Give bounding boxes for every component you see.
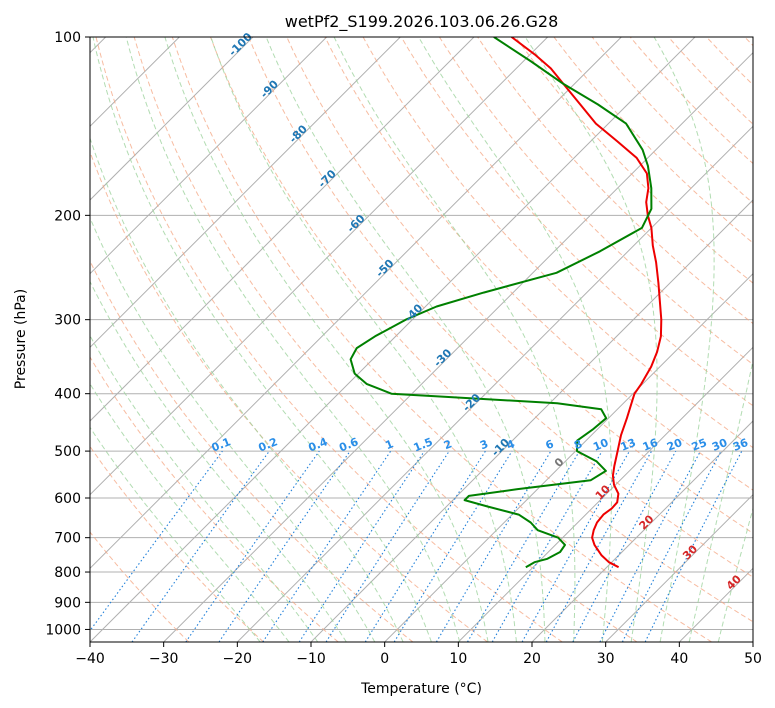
y-tick-label: 400 — [54, 387, 81, 403]
y-tick-label: 300 — [54, 313, 81, 329]
dry-adiabat-line — [90, 356, 339, 642]
isotherm-line — [531, 420, 753, 642]
isotherm-line — [90, 37, 622, 570]
x-tick-label: −30 — [149, 651, 179, 667]
mixing-ratio-line — [325, 450, 450, 642]
dry-adiabat-line — [90, 445, 264, 642]
isotherm-line — [90, 37, 475, 422]
isotherm-line — [163, 51, 753, 642]
y-axis-label: Pressure (hPa) — [13, 289, 29, 389]
moist-adiabat-line — [90, 136, 404, 642]
mixing-ratio-line — [545, 450, 653, 642]
dry-adiabat-line — [515, 37, 753, 284]
dry-adiabat-line — [438, 37, 753, 366]
dry-adiabat-line — [90, 259, 414, 642]
isotherm-line — [90, 37, 549, 496]
mixing-ratio-line — [644, 450, 743, 642]
moist-adiabat-line — [717, 506, 753, 642]
moist-adiabat-line — [92, 37, 432, 642]
x-tick-label: 0 — [380, 651, 389, 667]
mixing-ratio-label: 2 — [442, 437, 454, 452]
profile-lines — [349, 37, 663, 569]
y-tick-label: 900 — [54, 595, 81, 611]
x-tick-label: 40 — [670, 651, 688, 667]
mixing-ratio-line — [298, 450, 425, 642]
x-tick-label: −10 — [296, 651, 326, 667]
plot-frame — [89, 36, 754, 643]
dry-adiabat-line — [90, 150, 488, 642]
moist-adiabat-line — [688, 358, 753, 642]
x-tick-label: −20 — [223, 651, 253, 667]
moist-adiabat-line — [210, 37, 517, 642]
dry-adiabat-line — [90, 531, 190, 642]
mixing-ratio-line — [185, 450, 320, 642]
isotherm-line — [90, 37, 401, 349]
dry-adiabat-line — [210, 37, 753, 623]
background-lines — [90, 37, 753, 642]
mixing-ratio-label: 1 — [383, 437, 395, 452]
y-tick-label: 200 — [54, 208, 81, 224]
isotherm-line — [605, 493, 753, 642]
isotherm-line — [457, 346, 753, 642]
y-tick-label: 800 — [54, 565, 81, 581]
mixing-ratio-line — [262, 450, 392, 642]
moist-adiabat-line — [90, 426, 261, 642]
y-tick-label: 600 — [54, 491, 81, 507]
mixing-ratio-line — [131, 450, 270, 642]
isotherm-line — [752, 641, 753, 642]
moist-adiabat-line — [333, 37, 576, 642]
x-tick-label: 10 — [449, 651, 467, 667]
moist-adiabat-line — [164, 37, 489, 642]
mixing-ratio-label: 8 — [572, 437, 584, 452]
isotherm-line — [90, 37, 254, 201]
moist-adiabat-line — [90, 216, 376, 642]
x-tick-label: 20 — [523, 651, 541, 667]
isotherm-line — [90, 37, 328, 275]
moist-adiabat-line — [90, 334, 319, 642]
moist-adiabat-line — [90, 382, 290, 642]
moist-adiabat-line — [90, 280, 347, 642]
y-tick-label: 500 — [54, 444, 81, 460]
moist-adiabat-line — [653, 37, 715, 642]
moist-adiabat-line — [125, 37, 461, 642]
temperature-profile-line — [510, 37, 663, 569]
isotherm-line — [384, 272, 753, 642]
mixing-ratio-label: 25 — [690, 436, 709, 454]
x-tick-label: 30 — [597, 651, 615, 667]
x-axis-label: Temperature (°C) — [360, 681, 482, 697]
axis-ticks: −40 −30 −20 −10 0 10 20 30 40 50 100 200 300 400 500 60… — [45, 30, 762, 667]
dry-adiabat-line — [133, 37, 638, 642]
y-tick-label: 700 — [54, 531, 81, 547]
moist-adiabat-line — [418, 37, 613, 642]
mixing-ratio-line — [90, 450, 223, 632]
mixing-ratio-label: 20 — [665, 436, 684, 454]
dry-adiabat-line — [400, 37, 753, 407]
dry-adiabat-line — [248, 37, 753, 578]
x-tick-label: 50 — [744, 651, 762, 667]
plot-background — [90, 37, 753, 642]
mixing-ratio-label: 30 — [710, 436, 729, 454]
mixing-ratio-label: 16 — [641, 436, 660, 454]
mixing-ratio-label: 13 — [619, 436, 638, 454]
mixing-ratio-label: 36 — [731, 436, 750, 454]
isotherm-line — [90, 37, 696, 642]
dry-adiabat-line — [324, 37, 753, 491]
moist-adiabat-line — [524, 37, 658, 642]
dewpoint-profile-line — [349, 37, 653, 569]
y-tick-label: 100 — [54, 30, 81, 46]
mixing-ratio-label: 3 — [478, 437, 490, 452]
x-tick-label: −40 — [75, 651, 105, 667]
chart-title: wetPf2_S199.2026.103.06.26.G28 — [285, 12, 559, 32]
dry-adiabat-line — [95, 37, 563, 642]
moist-adiabat-line — [265, 37, 546, 642]
y-tick-label: 1000 — [45, 622, 81, 638]
dry-adiabat-line — [171, 37, 712, 642]
mixing-ratio-line — [521, 450, 630, 642]
isotherm-line — [236, 125, 753, 642]
mixing-ratio-label: 10 — [591, 436, 610, 454]
mixing-ratio-line — [218, 450, 351, 642]
